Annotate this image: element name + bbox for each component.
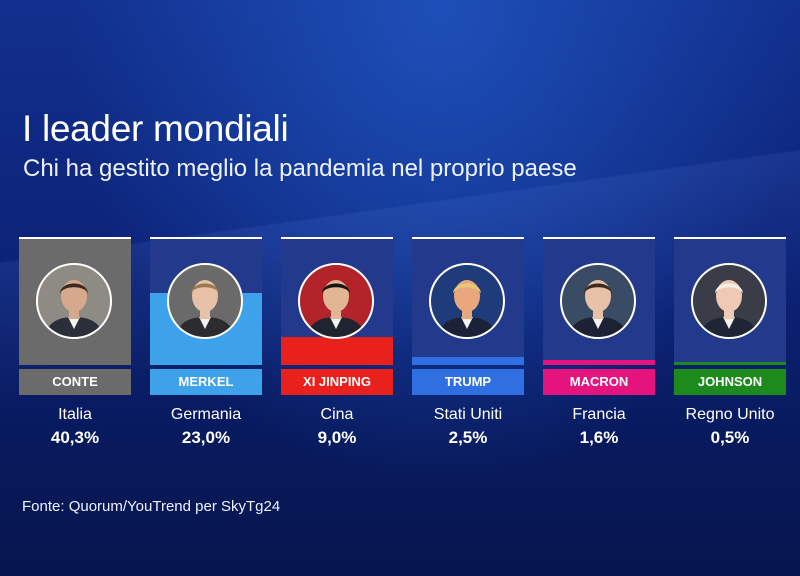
avatar — [298, 263, 374, 339]
value-label: 40,3% — [50, 428, 100, 447]
portrait-johnson-icon — [693, 265, 765, 337]
bar-panel — [412, 237, 524, 365]
value-label: 1,6% — [579, 428, 619, 447]
portrait-conte-icon — [38, 265, 110, 337]
country-label: Stati Uniti — [433, 406, 503, 423]
portrait-merkel-icon — [169, 265, 241, 337]
leader-card: JOHNSON Regno Unito 0,5% — [674, 237, 786, 448]
bar-panel — [281, 237, 393, 365]
bar-panel — [543, 237, 655, 365]
chart-title: I leader mondiali — [22, 108, 289, 149]
leader-name-label: MERKEL — [150, 369, 262, 395]
bar-fill — [543, 360, 655, 365]
leader-card: CONTE Italia 40,3% — [19, 237, 131, 448]
leader-name-label: CONTE — [19, 369, 131, 395]
bar-panel — [19, 237, 131, 365]
leader-name-label: JOHNSON — [674, 369, 786, 395]
country-label: Italia — [58, 406, 92, 423]
leader-name-label: MACRON — [543, 369, 655, 395]
country-label: Francia — [572, 406, 626, 423]
country-label: Regno Unito — [685, 406, 775, 423]
avatar — [560, 263, 636, 339]
value-label: 23,0% — [181, 428, 231, 447]
value-label: 9,0% — [317, 428, 357, 447]
avatar — [691, 263, 767, 339]
bar-fill — [674, 362, 786, 365]
value-label: 2,5% — [448, 428, 488, 447]
avatar — [36, 263, 112, 339]
portrait-trump-icon — [431, 265, 503, 337]
country-label: Cina — [320, 406, 354, 423]
leader-name-label: XI JINPING — [281, 369, 393, 395]
country-label: Germania — [170, 406, 242, 423]
leader-card: MERKEL Germania 23,0% — [150, 237, 262, 448]
bar-fill — [281, 337, 393, 365]
value-label: 0,5% — [710, 428, 750, 447]
bar-panel — [674, 237, 786, 365]
portrait-macron-icon — [562, 265, 634, 337]
source-note: Fonte: Quorum/YouTrend per SkyTg24 — [22, 498, 281, 515]
leader-card: MACRON Francia 1,6% — [543, 237, 655, 448]
portrait-xi-jinping-icon — [300, 265, 372, 337]
bar-panel — [150, 237, 262, 365]
bar-fill — [412, 357, 524, 365]
leader-cards: CONTE Italia 40,3% MERKEL Germania 23,0% XI JI… — [19, 237, 789, 457]
leader-card: TRUMP Stati Uniti 2,5% — [412, 237, 524, 448]
chart-subtitle: Chi ha gestito meglio la pandemia nel pr… — [23, 155, 577, 182]
leader-card: XI JINPING Cina 9,0% — [281, 237, 393, 448]
avatar — [167, 263, 243, 339]
leader-name-label: TRUMP — [412, 369, 524, 395]
avatar — [429, 263, 505, 339]
